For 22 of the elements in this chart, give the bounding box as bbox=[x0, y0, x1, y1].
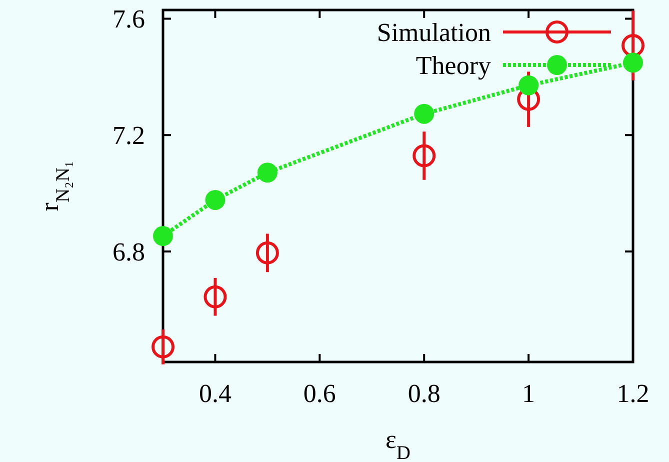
x-tick-label: 0.6 bbox=[303, 379, 336, 408]
point bbox=[623, 52, 643, 73]
y-tick-label: 7.6 bbox=[112, 4, 145, 34]
point bbox=[153, 226, 173, 246]
x-tick-label: 1.2 bbox=[616, 379, 650, 408]
point bbox=[518, 75, 539, 96]
x-tick-label: 0.8 bbox=[408, 379, 440, 408]
x-tick-label: 0.4 bbox=[198, 379, 232, 408]
y-tick-label: 7.2 bbox=[112, 121, 145, 150]
point bbox=[257, 162, 278, 183]
point bbox=[256, 241, 279, 264]
x-axis-title: ε$_{D}$ bbox=[385, 425, 411, 462]
legend-label: Theory bbox=[416, 51, 491, 80]
legend-label: Simulation bbox=[376, 18, 491, 47]
y-tick-label: 6.8 bbox=[112, 237, 145, 266]
point bbox=[414, 104, 434, 124]
point bbox=[205, 190, 226, 210]
point bbox=[412, 144, 436, 168]
point bbox=[152, 335, 174, 358]
point bbox=[204, 285, 227, 308]
x-tick-label: 1 bbox=[522, 379, 536, 408]
point bbox=[622, 34, 644, 57]
